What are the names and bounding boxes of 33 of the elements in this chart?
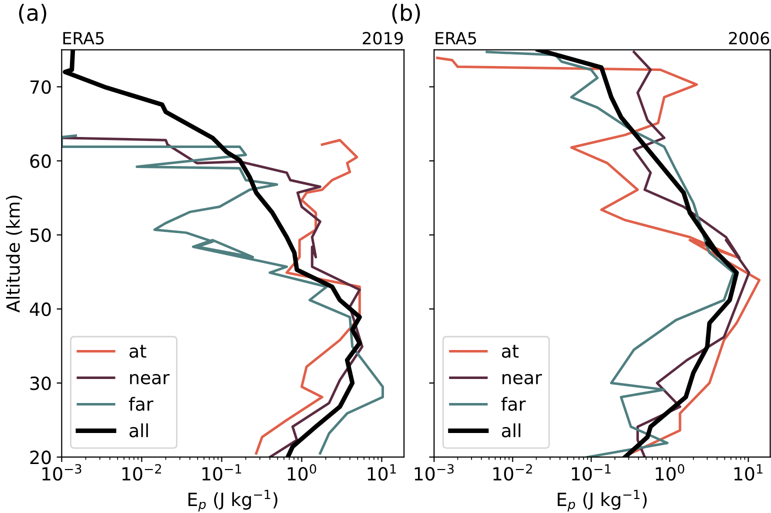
x-axis-title: E$_{p}$ (J kg$^{−1}$)	[188, 490, 278, 512]
y-axis-title: Altitude (km)	[6, 196, 22, 312]
x-tick-label: 10$^{1}$	[368, 464, 396, 481]
x-tick-label: 10$^{−1}$	[572, 464, 611, 481]
legend-label: far	[128, 396, 154, 411]
legend-label: all	[130, 423, 148, 438]
x-tick-label: 10$^{1}$	[734, 464, 762, 481]
y-tick-label: 50	[30, 228, 51, 242]
x-tick-label: 10$^{0}$	[656, 464, 684, 481]
x-tick-label: 10$^{−2}$	[122, 464, 161, 481]
legend-label: all	[502, 423, 520, 438]
x-tick-label: 10$^{−3}$	[42, 464, 82, 481]
y-tick-label: 60	[30, 154, 51, 168]
y-tick-label: 70	[30, 80, 51, 94]
legend-label: near	[502, 374, 542, 384]
text: ERA5	[63, 32, 104, 44]
legend-label: far	[501, 396, 526, 411]
legend-label: at	[130, 344, 146, 358]
x-tick-label: 10$^{−1}$	[202, 464, 242, 481]
y-tick-label: 30	[30, 376, 51, 390]
text: (a)	[19, 4, 46, 24]
text: 2019	[362, 32, 403, 44]
text: (b)	[392, 4, 420, 24]
x-tick-label: 10$^{0}$	[288, 464, 316, 481]
y-tick-label: 40	[30, 302, 51, 316]
legend-label: near	[130, 374, 170, 384]
x-tick-label: 10$^{−3}$	[414, 464, 454, 481]
text: ERA5	[436, 32, 476, 44]
x-tick-label: 10$^{−2}$	[493, 464, 532, 481]
text: 2006	[729, 32, 770, 44]
legend-label: at	[502, 344, 519, 358]
y-tick-label: 20	[30, 450, 51, 464]
x-axis-title: E$_{p}$ (J kg$^{−1}$)	[558, 490, 647, 512]
